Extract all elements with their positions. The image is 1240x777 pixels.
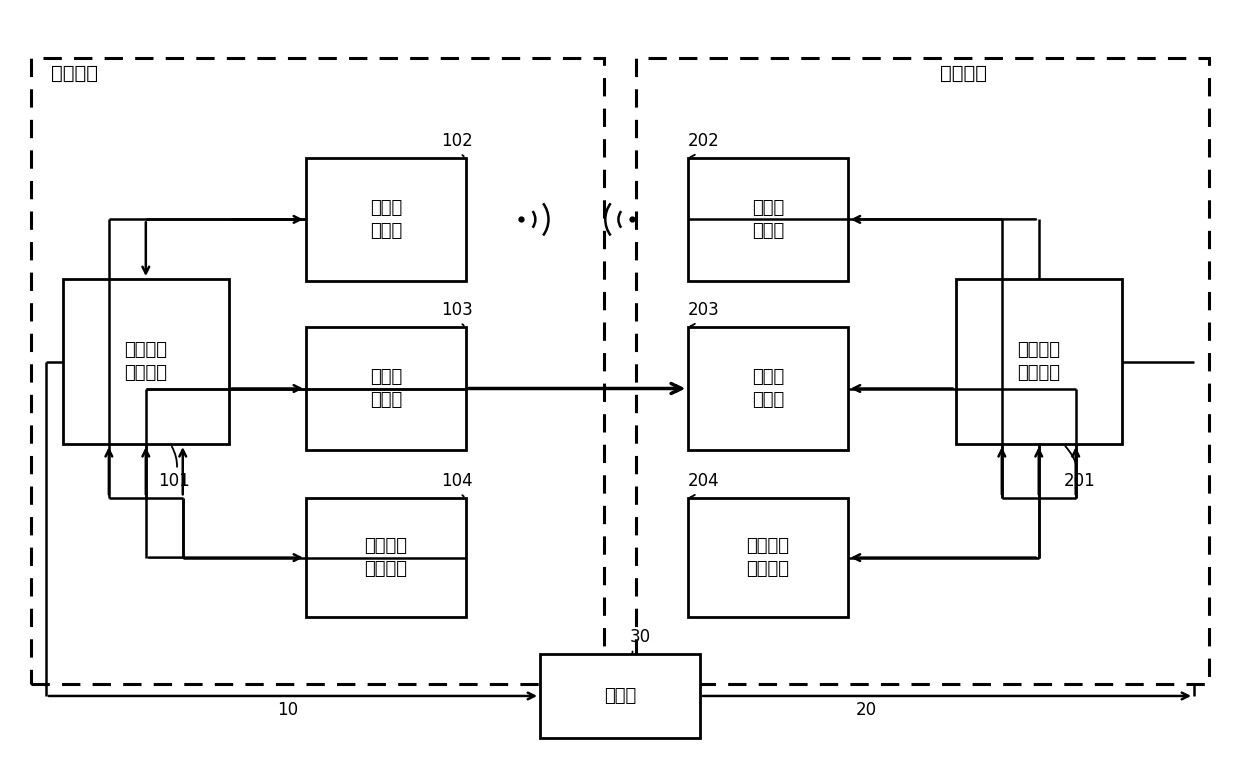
- Text: 第一雷
达单元: 第一雷 达单元: [370, 199, 402, 240]
- Bar: [688, 158, 848, 281]
- Text: 服务器: 服务器: [604, 687, 636, 705]
- Text: 10: 10: [277, 701, 298, 719]
- Text: 101: 101: [159, 447, 190, 490]
- Text: 第二数据
处理单元: 第二数据 处理单元: [1017, 341, 1060, 382]
- Text: 30: 30: [630, 628, 651, 653]
- Text: 103: 103: [441, 301, 474, 326]
- Text: 第二倾角
测量单元: 第二倾角 测量单元: [746, 537, 790, 578]
- Text: 201: 201: [1064, 446, 1095, 490]
- Text: 20: 20: [856, 701, 877, 719]
- Bar: [31, 58, 604, 685]
- Text: 激光发
射单元: 激光发 射单元: [370, 368, 402, 409]
- Bar: [306, 158, 466, 281]
- Text: 第一数据
处理单元: 第一数据 处理单元: [124, 341, 167, 382]
- Text: 203: 203: [688, 301, 719, 326]
- Bar: [539, 653, 701, 738]
- Bar: [688, 327, 848, 450]
- Bar: [306, 498, 466, 617]
- Bar: [956, 279, 1122, 444]
- Bar: [636, 58, 1209, 685]
- Text: 104: 104: [441, 472, 472, 497]
- Text: 激光探
测单元: 激光探 测单元: [751, 368, 784, 409]
- Text: 102: 102: [441, 132, 474, 156]
- Text: 发射模块: 发射模块: [51, 64, 98, 83]
- Bar: [688, 498, 848, 617]
- Text: 第二雷
达单元: 第二雷 达单元: [751, 199, 784, 240]
- Bar: [63, 279, 229, 444]
- Text: 反馈模块: 反馈模块: [940, 64, 987, 83]
- Bar: [306, 327, 466, 450]
- Text: 202: 202: [688, 132, 719, 157]
- Text: 第一倾角
测量单元: 第一倾角 测量单元: [365, 537, 408, 578]
- Text: 204: 204: [688, 472, 719, 497]
